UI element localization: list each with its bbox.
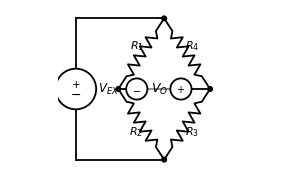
Text: $+$: $+$ xyxy=(71,78,81,90)
Text: $-$: $-$ xyxy=(70,88,81,101)
Circle shape xyxy=(126,78,147,100)
Text: $V_{EX}$: $V_{EX}$ xyxy=(98,82,119,96)
Text: $R_2$: $R_2$ xyxy=(129,125,142,139)
Text: $R_1$: $R_1$ xyxy=(130,39,144,53)
Circle shape xyxy=(162,16,166,21)
Text: $V_O$: $V_O$ xyxy=(151,82,168,96)
Text: $+$: $+$ xyxy=(176,84,185,95)
Circle shape xyxy=(162,157,166,162)
Circle shape xyxy=(116,87,120,91)
Text: $-$: $-$ xyxy=(132,85,141,95)
Circle shape xyxy=(170,78,192,100)
Circle shape xyxy=(56,69,96,109)
Text: $R_4$: $R_4$ xyxy=(185,39,200,53)
Circle shape xyxy=(208,87,212,91)
Text: $R_3$: $R_3$ xyxy=(185,125,199,139)
